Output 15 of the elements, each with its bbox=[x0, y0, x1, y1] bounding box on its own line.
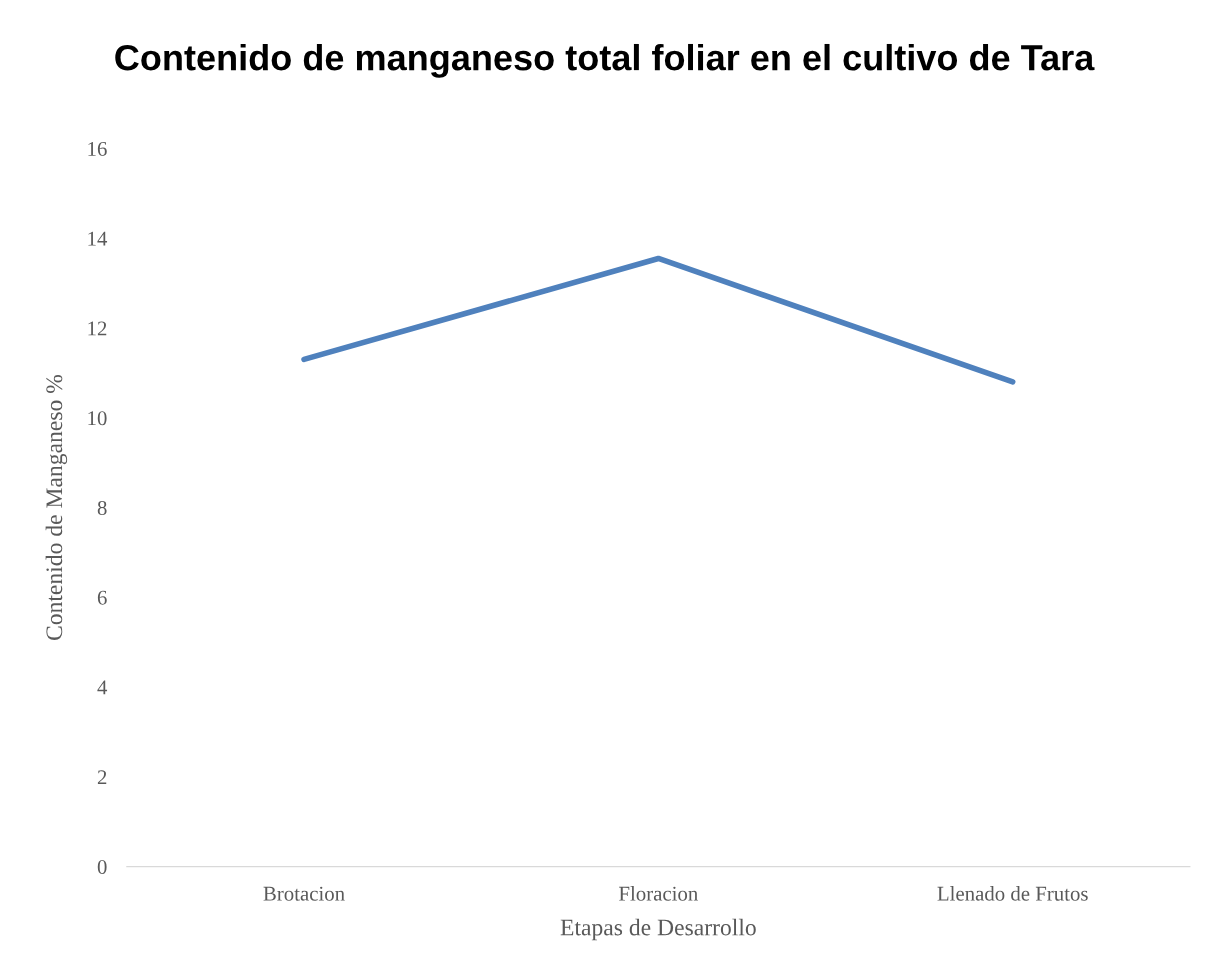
y-axis-title: Contenido de Manganeso % bbox=[45, 374, 68, 641]
x-axis-title: Etapas de Desarrollo bbox=[560, 918, 756, 941]
y-tick-label: 6 bbox=[97, 590, 107, 605]
x-tick-label: Floracion bbox=[619, 886, 698, 901]
y-tick-label: 16 bbox=[88, 141, 107, 156]
y-tick-label: 8 bbox=[97, 500, 107, 515]
y-tick-label: 4 bbox=[97, 680, 108, 695]
x-tick-label: Llenado de Frutos bbox=[937, 886, 1088, 901]
y-tick-label: 2 bbox=[97, 770, 107, 785]
y-tick-label: 12 bbox=[88, 321, 107, 336]
x-tick-label: Brotacion bbox=[263, 886, 345, 901]
y-tick-label: 14 bbox=[88, 231, 108, 246]
y-tick-label: 0 bbox=[97, 859, 107, 875]
chart-title: Contenido de manganeso total foliar en el cultivo de Tara bbox=[115, 43, 1095, 78]
y-tick-label: 10 bbox=[88, 411, 107, 426]
